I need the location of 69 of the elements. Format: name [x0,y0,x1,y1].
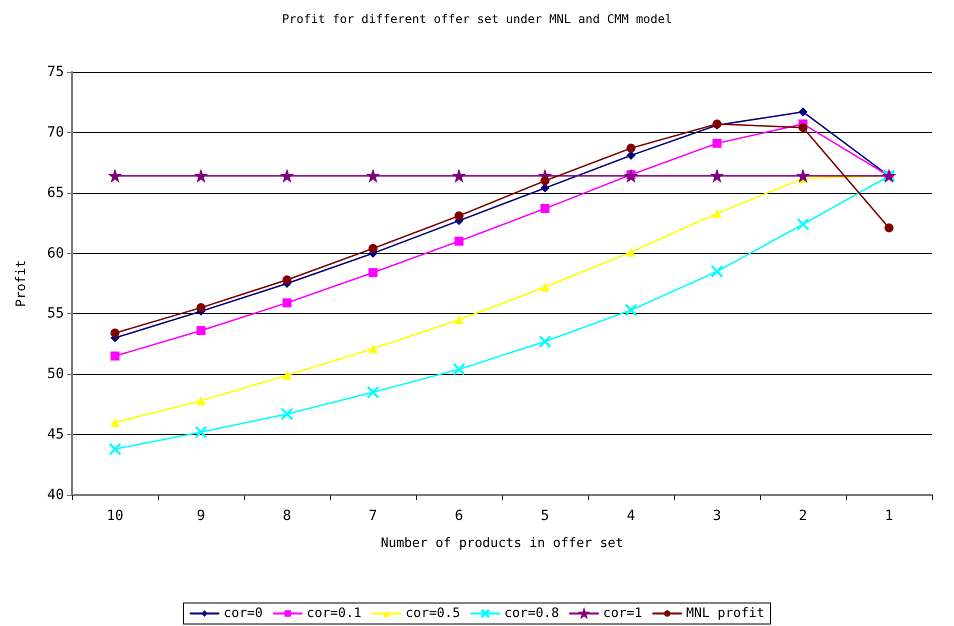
point [711,266,723,278]
point [109,170,121,182]
point [368,268,378,278]
y-tick-label: 65 [47,184,64,201]
point [798,123,808,132]
x-tick-label: 4 [626,508,636,524]
point [196,303,206,312]
y-tick-label: 40 [47,487,64,503]
point [282,370,292,380]
point [625,170,637,182]
point [798,107,808,116]
point [454,211,464,220]
y-axis-title: Profit [14,260,29,307]
point [712,208,722,218]
x-tick-label: 10 [106,508,124,524]
y-tick-label: 55 [47,306,64,322]
point [282,298,292,308]
point [195,426,207,438]
point [282,275,292,284]
legend-label: cor=0 [224,606,263,621]
point [711,170,723,182]
point [196,326,206,336]
point [712,138,722,148]
legend-label: cor=1 [603,606,642,621]
point [368,244,378,253]
legend-label: cor=0.5 [405,606,460,621]
chart-title: Profit for different offer set under MNL and CMM model [282,12,672,26]
point [454,236,464,246]
point [625,304,637,316]
point [367,170,379,182]
point [196,396,206,406]
point [281,170,293,182]
y-tick-label: 70 [47,124,64,140]
x-tick-label: 2 [798,508,808,524]
point [110,328,120,338]
y-tick-label: 50 [47,366,64,382]
x-tick-label: 5 [540,508,550,524]
point [454,315,464,324]
x-tick-label: 1 [884,508,894,524]
point [540,282,550,292]
y-tick-label: 45 [47,426,64,443]
y-tick-label: 75 [47,64,64,80]
y-tick-label: 60 [47,245,64,262]
point [797,170,809,182]
point [367,386,379,398]
point [540,204,550,214]
x-tick-label: 6 [454,508,464,524]
x-axis-title: Number of products in offer set [380,536,624,551]
point [110,418,120,427]
point [540,176,550,186]
legend-label: cor=0.1 [306,606,362,621]
point [453,364,465,376]
x-tick-label: 3 [712,508,722,524]
point [884,223,894,232]
point [195,170,207,182]
point [368,344,378,354]
point [110,352,120,361]
point [626,144,636,153]
point [539,336,551,348]
legend-label: MNL profit [686,606,764,621]
x-tick-label: 9 [196,508,206,524]
point [281,408,293,420]
point [109,443,121,455]
legend-label: cor=0.8 [504,606,560,621]
point [453,170,465,182]
x-tick-label: 7 [368,508,378,524]
x-tick-label: 8 [282,508,292,524]
point [797,218,809,230]
point [626,248,636,257]
